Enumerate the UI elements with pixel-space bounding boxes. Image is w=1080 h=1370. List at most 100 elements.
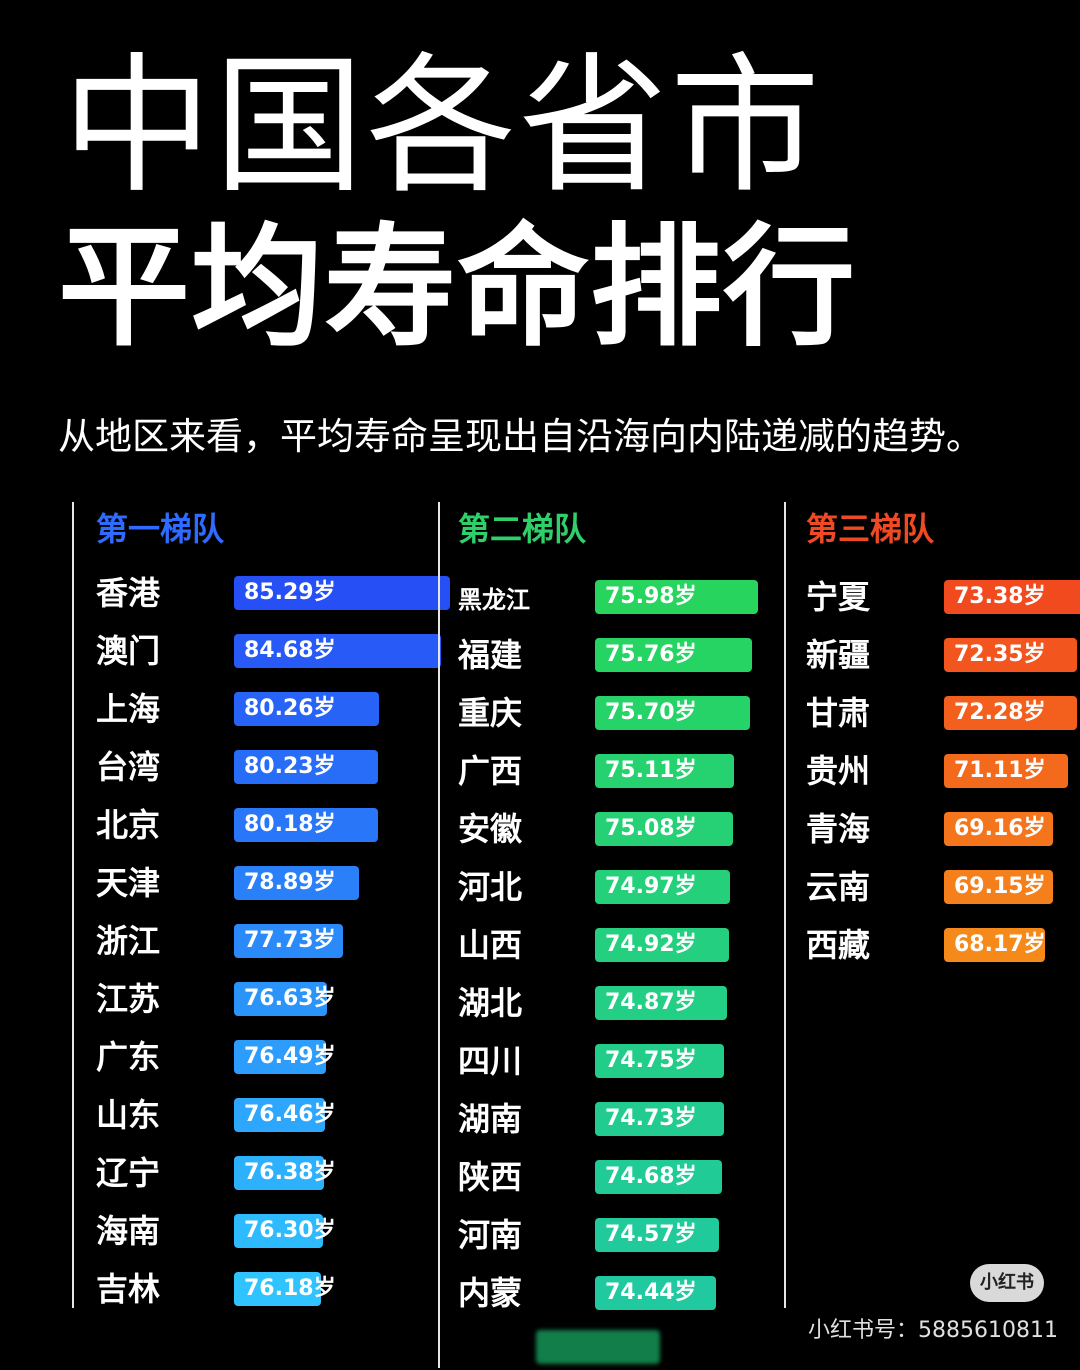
value-bar <box>595 1218 720 1252</box>
value-bar <box>234 1040 326 1074</box>
value-bar <box>944 638 1078 672</box>
value-label: 74.57岁 <box>605 1222 697 1247</box>
value-label: 80.18岁 <box>244 812 336 837</box>
list-item: 澳门 84.68岁 <box>96 632 441 670</box>
value-bar <box>234 750 379 784</box>
value-label: 75.70岁 <box>605 700 697 725</box>
value-bar <box>595 696 751 730</box>
region-label: 四川 <box>458 1042 523 1080</box>
value-label: 76.63岁 <box>244 986 336 1011</box>
value-bar <box>234 576 450 610</box>
region-label: 安徽 <box>458 810 523 848</box>
region-label: 陕西 <box>458 1158 523 1196</box>
region-label: 湖北 <box>458 984 523 1022</box>
value-label: 75.98岁 <box>605 584 697 609</box>
list-item: 贵州 71.11岁 <box>806 752 1080 790</box>
list-item: 湖南 74.73岁 <box>458 1100 778 1138</box>
region-label: 江苏 <box>96 980 161 1018</box>
value-bar <box>944 812 1053 846</box>
region-label: 山西 <box>458 926 523 964</box>
list-item: 台湾 80.23岁 <box>96 748 416 786</box>
value-label: 73.38岁 <box>954 584 1046 609</box>
list-item: 内蒙 74.44岁 <box>458 1274 778 1312</box>
value-bar <box>595 870 731 904</box>
list-item: 新疆 72.35岁 <box>806 636 1080 674</box>
list-item: 重庆 75.70岁 <box>458 694 778 732</box>
value-bar <box>234 692 379 726</box>
value-label: 78.89岁 <box>244 870 336 895</box>
value-bar <box>944 870 1053 904</box>
value-bar <box>234 634 441 668</box>
region-label: 浙江 <box>96 922 161 960</box>
value-label: 77.73岁 <box>244 928 336 953</box>
list-item: 上海 80.26岁 <box>96 690 416 728</box>
value-bar <box>595 1160 723 1194</box>
list-item: 辽宁 76.38岁 <box>96 1154 416 1192</box>
value-label: 74.44岁 <box>605 1280 697 1305</box>
value-label: 74.75岁 <box>605 1048 697 1073</box>
value-bar <box>944 580 1080 614</box>
region-label: 山东 <box>96 1096 161 1134</box>
region-label: 台湾 <box>96 748 161 786</box>
title-line-2: 平均寿命排行 <box>58 211 856 365</box>
value-label: 80.26岁 <box>244 696 336 721</box>
value-label: 75.11岁 <box>605 758 697 783</box>
value-bar <box>595 754 734 788</box>
list-item: 湖北 74.87岁 <box>458 984 778 1022</box>
value-bar <box>944 754 1068 788</box>
tier-1-column: 第一梯队 香港 85.29岁 澳门 84.68岁 上海 80.26岁 台湾 80.23岁 北京 8… <box>72 502 450 1308</box>
region-label: 上海 <box>96 690 161 728</box>
list-item: 山西 74.92岁 <box>458 926 778 964</box>
value-label: 71.11岁 <box>954 758 1046 783</box>
list-item: 四川 74.75岁 <box>458 1042 778 1080</box>
region-label: 澳门 <box>96 632 161 670</box>
value-bar <box>595 1044 725 1078</box>
list-item: 广西 75.11岁 <box>458 752 778 790</box>
region-label: 云南 <box>806 868 871 906</box>
region-label: 湖南 <box>458 1100 523 1138</box>
value-label: 76.38岁 <box>244 1160 336 1185</box>
list-item: 青海 69.16岁 <box>806 810 1080 848</box>
region-label: 黑龙江 <box>458 586 530 614</box>
cropped-row-fade <box>458 1330 698 1370</box>
value-label: 85.29岁 <box>244 580 336 605</box>
value-bar <box>595 986 728 1020</box>
title-line-1: 中国各省市 <box>62 40 823 214</box>
value-bar <box>595 812 734 846</box>
value-bar <box>595 928 729 962</box>
region-label: 贵州 <box>806 752 871 790</box>
region-label: 天津 <box>96 864 161 902</box>
region-label: 河南 <box>458 1216 523 1254</box>
value-bar <box>234 924 343 958</box>
value-bar <box>944 928 1045 962</box>
value-label: 76.18岁 <box>244 1276 336 1301</box>
value-label: 74.92岁 <box>605 932 697 957</box>
list-item: 江苏 76.63岁 <box>96 980 416 1018</box>
value-bar <box>595 1276 716 1310</box>
list-item: 吉林 76.18岁 <box>96 1270 416 1308</box>
region-label: 青海 <box>806 810 871 848</box>
region-label: 广东 <box>96 1038 161 1076</box>
value-label: 75.76岁 <box>605 642 697 667</box>
xiaohongshu-logo: 小红书 <box>970 1264 1044 1302</box>
value-bar <box>944 696 1077 730</box>
tier-3-column: 第三梯队 宁夏 73.38岁 新疆 72.35岁 甘肃 72.28岁 贵州 71.11岁 青海 6… <box>784 502 1080 1308</box>
value-label: 84.68岁 <box>244 638 336 663</box>
value-label: 76.46岁 <box>244 1102 336 1127</box>
list-item: 香港 85.29岁 <box>96 574 450 612</box>
list-item: 甘肃 72.28岁 <box>806 694 1080 732</box>
tier-2-column: 第二梯队 黑龙江 75.98岁 福建 75.76岁 重庆 75.70岁 广西 75.11岁 安徽… <box>438 502 770 1368</box>
value-bar <box>234 1098 326 1132</box>
region-label: 重庆 <box>458 694 523 732</box>
list-item: 云南 69.15岁 <box>806 868 1080 906</box>
list-item: 西藏 68.17岁 <box>806 926 1080 964</box>
cropped-bar <box>536 1330 660 1364</box>
region-label: 新疆 <box>806 636 871 674</box>
list-item: 浙江 77.73岁 <box>96 922 416 960</box>
value-label: 75.08岁 <box>605 816 697 841</box>
region-label: 甘肃 <box>806 694 871 732</box>
region-label: 海南 <box>96 1212 161 1250</box>
value-label: 80.23岁 <box>244 754 336 779</box>
value-label: 69.16岁 <box>954 816 1046 841</box>
value-bar <box>234 808 378 842</box>
